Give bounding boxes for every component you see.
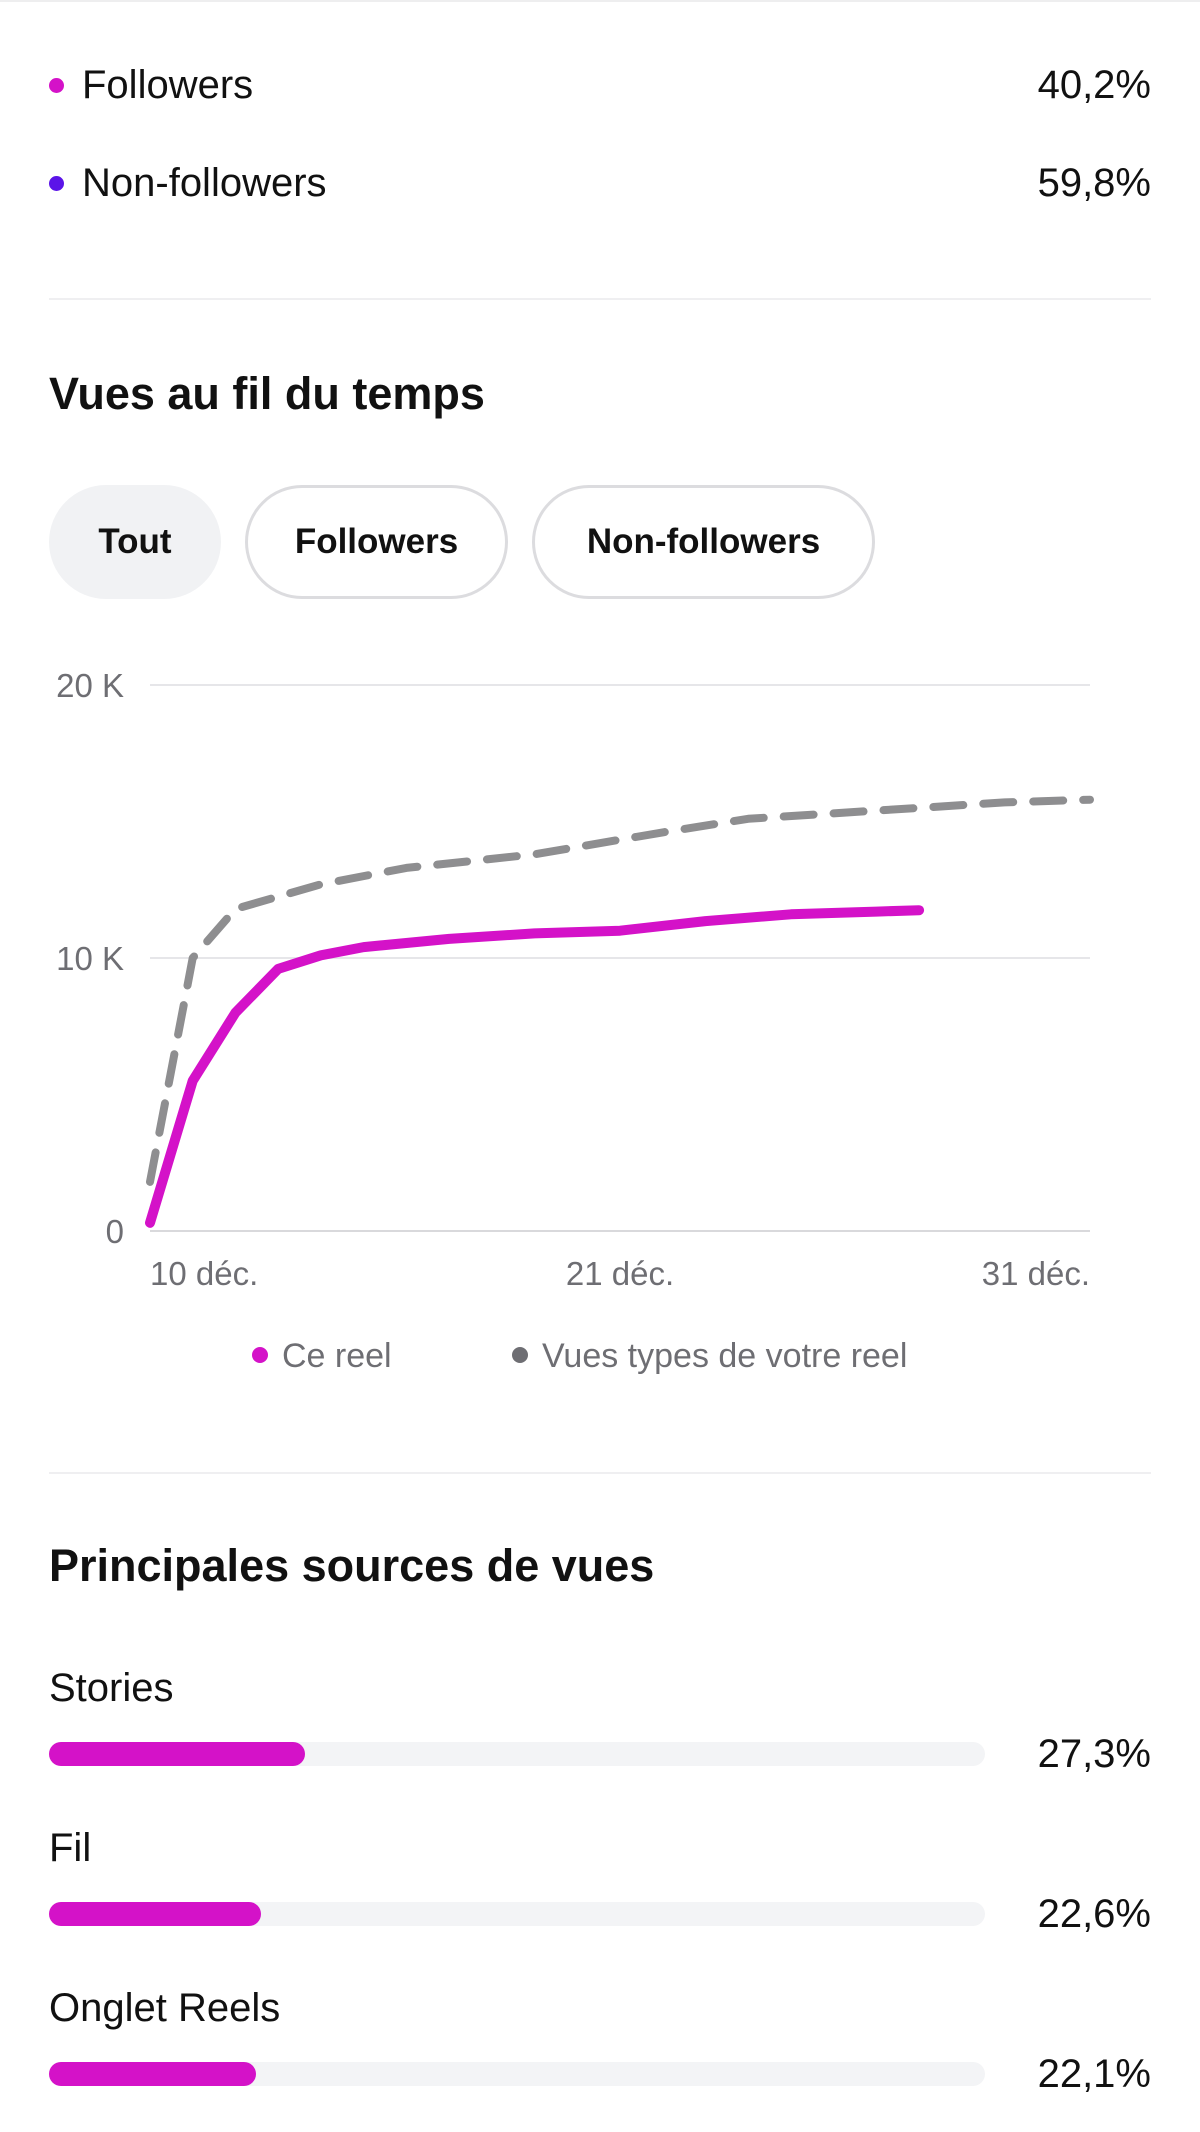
- x-tick-label: 10 déc.: [150, 1255, 258, 1292]
- non-followers-dot-icon: [49, 175, 64, 191]
- followers-dot-icon: [49, 77, 64, 93]
- legend-label: Ce reel: [282, 1337, 392, 1375]
- source-label-stories: Stories: [49, 1666, 174, 1710]
- x-tick-label: 21 déc.: [566, 1255, 674, 1292]
- this-reel-line: [145, 905, 925, 1228]
- typical-views-line: [146, 795, 1094, 1186]
- audience-label: Followers: [82, 62, 254, 107]
- source-value-stories: 27,3%: [1037, 1732, 1151, 1776]
- audience-value: 40,2%: [1037, 62, 1151, 107]
- audience-row-followers: Followers 40,2%: [49, 55, 1151, 115]
- audience-label: Non-followers: [82, 160, 327, 205]
- source-bar-stories: [49, 1742, 985, 1766]
- source-label-reels-tab: Onglet Reels: [49, 1986, 281, 2030]
- source-bar-reels-tab: [49, 2062, 985, 2086]
- legend-dot-icon: [512, 1347, 528, 1363]
- tab-followers[interactable]: Followers: [245, 485, 508, 599]
- tab-all[interactable]: Tout: [49, 485, 221, 599]
- y-tick-label: 10 K: [56, 940, 124, 977]
- x-tick-label: 31 déc.: [982, 1255, 1090, 1292]
- legend-dot-icon: [252, 1347, 268, 1363]
- y-tick-label: 0: [106, 1213, 124, 1250]
- audience-row-non-followers: Non-followers 59,8%: [49, 153, 1151, 213]
- y-tick-label: 20 K: [56, 667, 124, 704]
- views-line-chart: 0 10 K 20 K 10 déc. 21 déc. 31 déc. Ce reel Vu…: [56, 667, 1094, 1375]
- source-bar-feed: [49, 1902, 985, 1926]
- source-bar-fill: [49, 1902, 261, 1926]
- source-bar-fill: [49, 2062, 256, 2086]
- divider: [49, 298, 1151, 300]
- views-over-time-title: Vues au fil du temps: [49, 368, 485, 419]
- audience-value: 59,8%: [1037, 160, 1151, 205]
- tab-non-followers[interactable]: Non-followers: [532, 485, 875, 599]
- sources-title: Principales sources de vues: [49, 1540, 655, 1591]
- source-value-reels-tab: 22,1%: [1037, 2052, 1151, 2096]
- top-border: [0, 0, 1200, 2]
- source-label-feed: Fil: [49, 1826, 92, 1870]
- source-value-feed: 22,6%: [1037, 1892, 1151, 1936]
- legend-label: Vues types de votre reel: [542, 1337, 907, 1375]
- source-bar-fill: [49, 1742, 305, 1766]
- divider: [49, 1472, 1151, 1474]
